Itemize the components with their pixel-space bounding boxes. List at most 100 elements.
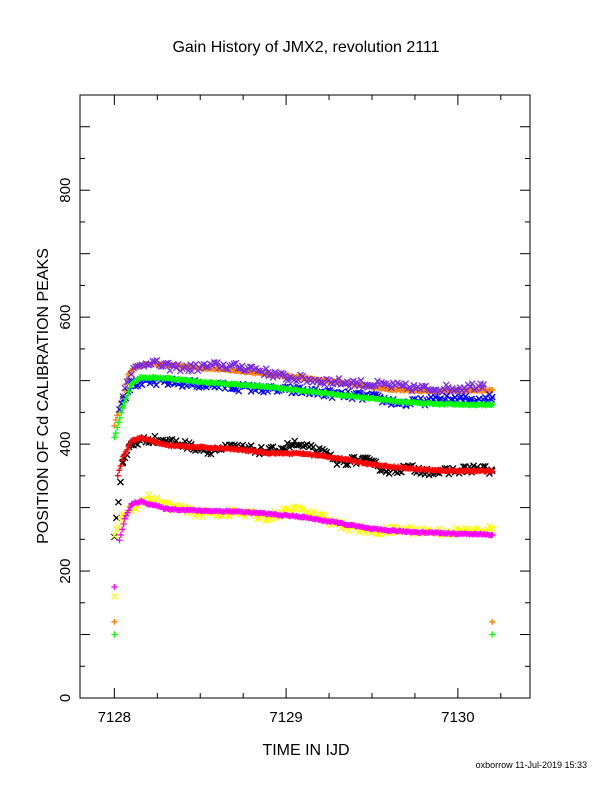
data-point-plus: [111, 583, 118, 590]
data-point-cross: [168, 435, 176, 443]
data-point-cross: [288, 441, 296, 449]
data-point-plus: [119, 526, 126, 533]
data-point-cross: [361, 529, 369, 537]
data-point-plus: [122, 395, 129, 402]
data-point-plus: [121, 399, 128, 406]
data-point-cross: [284, 377, 292, 385]
data-point-cross: [316, 379, 324, 387]
data-point-cross: [262, 516, 269, 524]
data-point-cross: [410, 381, 418, 389]
data-point-cross: [164, 359, 172, 367]
footer-credit: oxborrow 11-Jul-2019 15:33: [476, 760, 587, 770]
data-point-plus: [114, 412, 121, 419]
data-point-plus: [116, 415, 123, 422]
data-point-plus: [489, 468, 496, 475]
data-point-cross: [299, 505, 307, 513]
data-point-cross: [132, 363, 140, 371]
data-point-plus: [489, 531, 496, 538]
data-point-cross: [339, 379, 347, 387]
y-tick-label: 400: [57, 432, 74, 457]
data-point-cross: [406, 383, 414, 391]
data-point-cross: [188, 367, 196, 375]
data-point-cross: [157, 363, 165, 371]
data-point-cross: [128, 370, 135, 378]
data-point-plus: [119, 403, 126, 410]
data-point-cross: [462, 386, 470, 394]
data-point-cross: [257, 443, 265, 451]
data-point-cross: [110, 532, 118, 540]
y-axis: 0 200 400 600 800: [57, 94, 530, 702]
data-point-cross: [380, 380, 388, 387]
data-point-cross: [191, 512, 199, 520]
data-point-plus: [111, 434, 118, 441]
data-point-cross: [446, 388, 454, 396]
data-point-cross: [444, 383, 452, 391]
data-point-cross: [134, 362, 142, 370]
data-point-cross: [481, 394, 489, 401]
data-point-cross: [222, 365, 230, 372]
data-point-cross: [355, 382, 363, 390]
x-tick-label: 7128: [98, 709, 131, 726]
data-point-cross: [431, 393, 439, 401]
data-point-cross: [361, 454, 369, 462]
data-point-plus: [117, 532, 124, 539]
data-point-cross: [321, 512, 329, 520]
data-point-plus: [120, 521, 127, 528]
data-point-cross: [110, 533, 118, 541]
x-axis-label: TIME IN IJD: [262, 742, 349, 759]
data-point-cross: [110, 592, 118, 600]
data-point-cross: [430, 386, 438, 394]
data-point-plus: [112, 430, 119, 437]
data-point-plus: [114, 472, 121, 479]
data-point-cross: [117, 478, 124, 486]
data-point-plus: [111, 631, 118, 638]
data-point-cross: [327, 379, 335, 387]
data-point-cross: [416, 385, 424, 393]
series-points: [114, 435, 496, 479]
data-point-cross: [235, 387, 243, 395]
data-point-cross: [437, 395, 445, 402]
x-tick-label: 7130: [441, 709, 474, 726]
data-point-cross: [385, 381, 393, 388]
data-point-cross: [295, 441, 303, 449]
data-point-cross: [234, 364, 242, 372]
data-point-plus: [117, 462, 124, 469]
data-point-cross: [466, 383, 474, 391]
data-point-cross: [258, 368, 266, 376]
data-point-cross: [181, 437, 189, 445]
data-point-cross: [342, 461, 350, 469]
data-point-cross: [168, 361, 176, 369]
data-point-cross: [353, 378, 361, 386]
data-point-cross: [240, 367, 248, 375]
data-point-cross: [198, 361, 206, 369]
data-point-cross: [440, 385, 448, 393]
data-point-cross: [281, 504, 289, 512]
data-point-cross: [361, 381, 369, 389]
data-point-cross: [162, 359, 170, 367]
data-point-cross: [309, 443, 317, 451]
x-tick-label: 7129: [269, 709, 302, 726]
data-point-cross: [265, 444, 273, 452]
data-point-cross: [232, 359, 240, 367]
data-point-cross: [172, 364, 180, 372]
data-point-cross: [269, 374, 277, 381]
data-point-cross: [333, 461, 341, 468]
chart-title: Gain History of JMX2, revolution 2111: [172, 39, 439, 56]
data-point-plus: [489, 401, 496, 408]
data-point-cross: [480, 380, 488, 388]
data-point-plus: [118, 409, 125, 416]
data-point-plus: [124, 392, 131, 399]
data-point-cross: [299, 372, 307, 380]
series-points: [111, 497, 496, 590]
y-tick-label: 0: [57, 694, 74, 702]
data-point-cross: [226, 362, 234, 370]
data-point-cross: [299, 443, 307, 450]
data-point-cross: [398, 382, 405, 390]
data-point-plus: [115, 419, 122, 426]
data-point-cross: [284, 439, 291, 447]
data-point-plus: [116, 467, 123, 474]
data-point-plus: [125, 507, 132, 514]
data-point-plus: [121, 515, 128, 522]
data-point-cross: [420, 383, 427, 391]
data-point-cross: [424, 385, 432, 393]
